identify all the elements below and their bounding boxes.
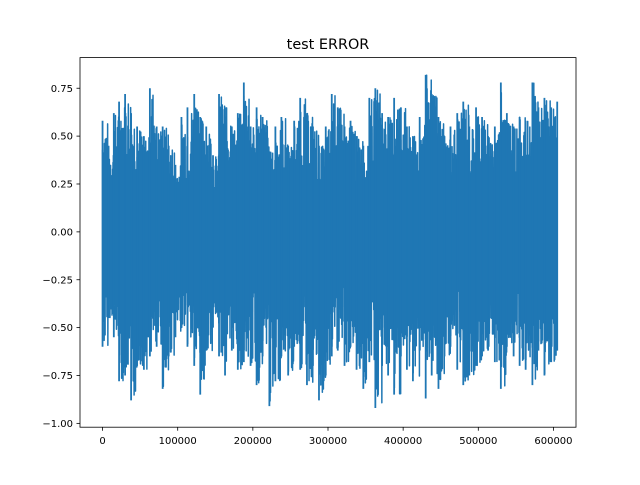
y-tick-label: 0.75 <box>51 84 73 95</box>
plot-layer <box>101 74 559 409</box>
x-tick-label: 300000 <box>309 436 347 447</box>
axis-layer: 0 100000 200000 300000 400000 500000 600000 0.7… <box>42 84 572 447</box>
error-series-line <box>101 74 558 404</box>
y-tick-label: −0.50 <box>42 323 73 334</box>
x-tick-label: 500000 <box>459 436 497 447</box>
y-tick-label: 0.25 <box>51 180 73 191</box>
x-tick-label: 400000 <box>384 436 422 447</box>
x-tick-label: 600000 <box>534 436 572 447</box>
chart-title: test ERROR <box>287 37 370 53</box>
y-tick-label: 0.00 <box>51 227 73 238</box>
y-tick-label: −0.25 <box>42 275 73 286</box>
x-tick-label: 0 <box>99 436 105 447</box>
y-tick-label: 0.50 <box>51 132 73 143</box>
x-tick-label: 200000 <box>234 436 272 447</box>
y-tick-label: −1.00 <box>42 419 73 430</box>
x-tick-label: 100000 <box>159 436 197 447</box>
plot-area-frame <box>79 57 577 428</box>
y-tick-label: −0.75 <box>42 371 73 382</box>
